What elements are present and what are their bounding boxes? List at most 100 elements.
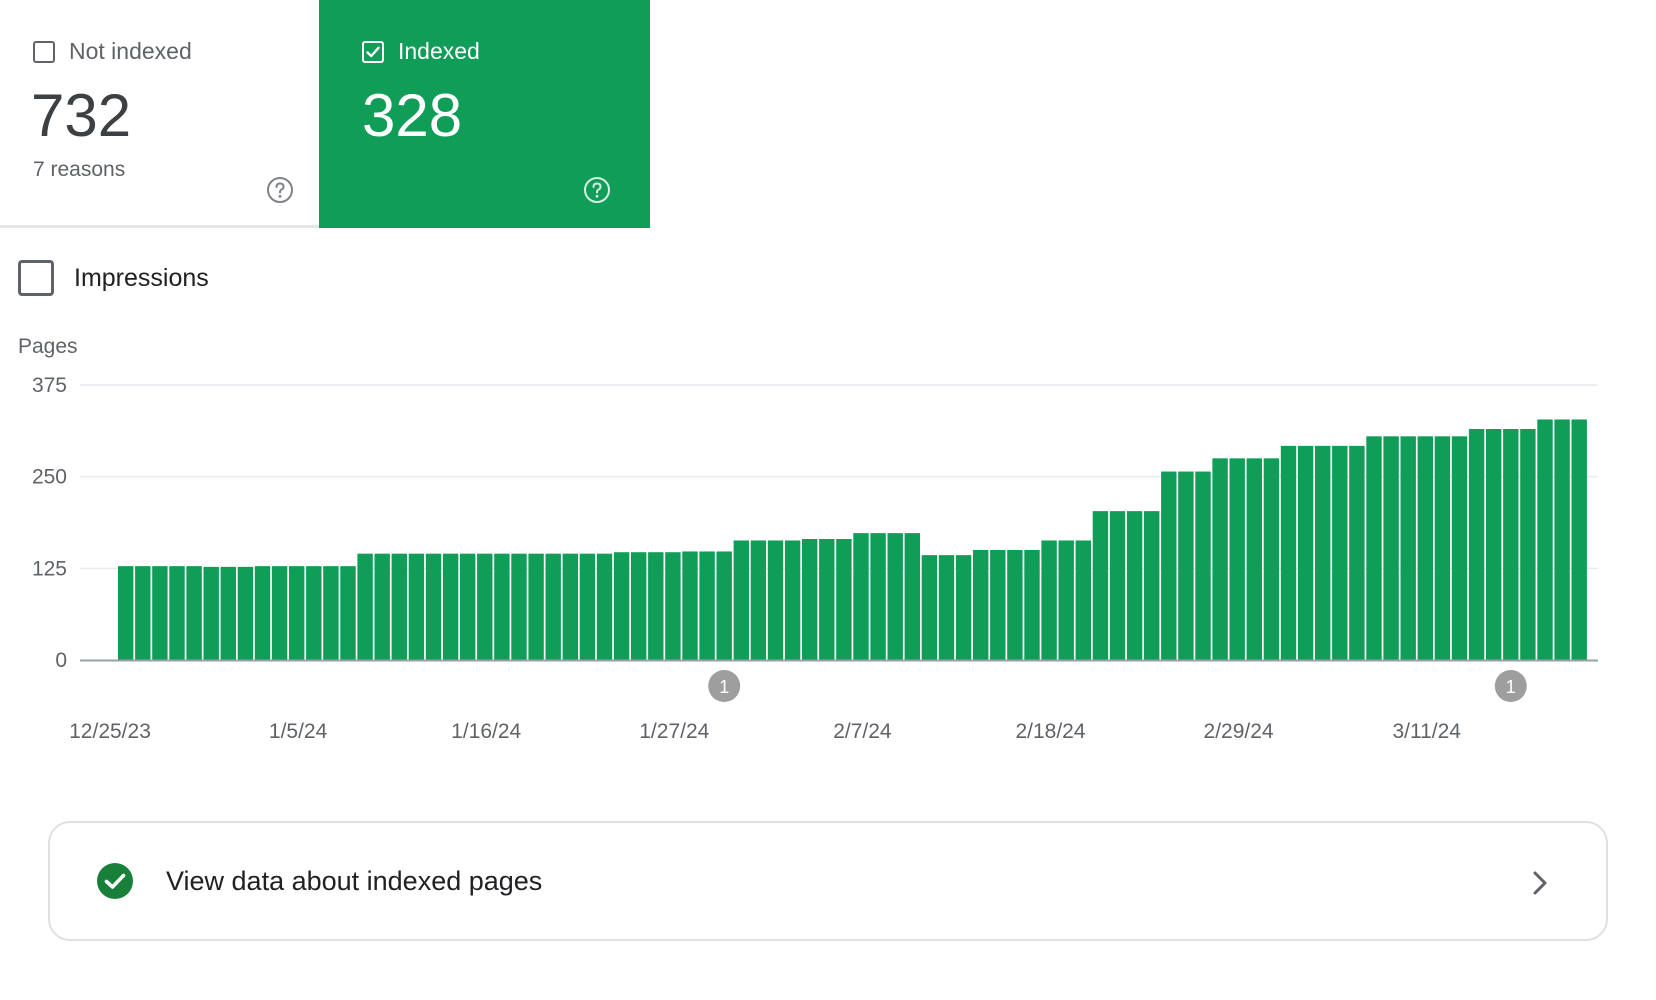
chart-bar[interactable] xyxy=(699,551,715,660)
chart-bar[interactable] xyxy=(1092,511,1109,660)
chart-bar[interactable] xyxy=(1417,436,1433,660)
chart-bar[interactable] xyxy=(237,566,254,660)
view-indexed-pages-link[interactable]: View data about indexed pages xyxy=(48,821,1608,941)
chart-bar[interactable] xyxy=(289,566,305,660)
chart-bar[interactable] xyxy=(904,533,920,660)
chart-bar[interactable] xyxy=(1383,436,1399,660)
chart-bar[interactable] xyxy=(921,555,938,660)
chart-bar[interactable] xyxy=(1349,445,1365,660)
chart-bar[interactable] xyxy=(665,552,681,660)
chart-bar[interactable] xyxy=(767,540,784,660)
chart-bar[interactable] xyxy=(648,552,664,660)
chart-bar[interactable] xyxy=(545,553,561,660)
chart-bar[interactable] xyxy=(118,566,134,660)
chart-bar[interactable] xyxy=(870,533,886,660)
chart-x-tick-label: 2/18/24 xyxy=(1015,720,1085,743)
chart-bar[interactable] xyxy=(853,533,869,660)
chart-bar[interactable] xyxy=(425,553,442,660)
chart-bar[interactable] xyxy=(955,555,972,660)
chart-bar[interactable] xyxy=(750,540,767,660)
chart-bar[interactable] xyxy=(682,551,698,660)
chart-bar[interactable] xyxy=(596,553,613,660)
chart-annotation-marker[interactable]: 1 xyxy=(708,670,741,702)
chart-bar[interactable] xyxy=(802,539,818,660)
chart-bar[interactable] xyxy=(494,553,510,660)
help-circle-icon[interactable] xyxy=(266,176,294,204)
chart-bar[interactable] xyxy=(135,566,151,660)
chart-bar[interactable] xyxy=(1315,445,1331,660)
chart-bar[interactable] xyxy=(1126,511,1143,660)
chart-bar[interactable] xyxy=(1263,458,1280,660)
impressions-checkbox[interactable] xyxy=(18,260,54,296)
chart-bar[interactable] xyxy=(1468,429,1485,660)
chart-bar[interactable] xyxy=(374,553,390,660)
chart-bar[interactable] xyxy=(1161,471,1177,660)
chart-bar[interactable] xyxy=(733,540,749,660)
chart-bar[interactable] xyxy=(1058,540,1074,660)
chart-bar[interactable] xyxy=(938,555,955,660)
chart-bar[interactable] xyxy=(1366,436,1382,660)
chart-bar[interactable] xyxy=(186,566,202,660)
chart-bar[interactable] xyxy=(169,566,185,660)
chart-bar[interactable] xyxy=(1041,540,1057,660)
chart-bar[interactable] xyxy=(1075,540,1091,660)
chart-bar[interactable] xyxy=(1212,458,1228,660)
chart-bar[interactable] xyxy=(271,566,288,660)
indexed-card[interactable]: Indexed 328 xyxy=(319,0,650,228)
not-indexed-checkbox[interactable] xyxy=(33,40,55,63)
indexed-checkbox[interactable] xyxy=(362,40,384,63)
chart-bar[interactable] xyxy=(442,553,459,660)
chart-bar[interactable] xyxy=(1024,550,1040,660)
chart-bar[interactable] xyxy=(887,533,903,660)
chart-bar[interactable] xyxy=(836,539,852,660)
chart-annotation-marker[interactable]: 1 xyxy=(1494,670,1527,702)
chart-bar[interactable] xyxy=(323,566,339,660)
chevron-right-icon[interactable] xyxy=(1530,869,1550,897)
chart-bar[interactable] xyxy=(784,540,801,660)
chart-bar[interactable] xyxy=(203,566,219,660)
chart-bar[interactable] xyxy=(1486,429,1502,660)
chart-bar[interactable] xyxy=(254,566,271,660)
chart-bar[interactable] xyxy=(1229,458,1245,660)
chart-bar[interactable] xyxy=(408,553,425,660)
chart-bar[interactable] xyxy=(1332,445,1348,660)
chart-bar[interactable] xyxy=(613,552,630,660)
chart-bar[interactable] xyxy=(152,566,168,660)
chart-bar[interactable] xyxy=(357,553,373,660)
chart-bar[interactable] xyxy=(562,553,578,660)
chart-bar[interactable] xyxy=(1178,471,1194,660)
chart-bar[interactable] xyxy=(1451,436,1468,660)
chart-bar[interactable] xyxy=(340,566,356,660)
chart-bar[interactable] xyxy=(1400,436,1416,660)
chart-bar[interactable] xyxy=(391,553,407,660)
chart-bar[interactable] xyxy=(1537,419,1553,660)
chart-bar[interactable] xyxy=(1195,471,1211,660)
chart-bar[interactable] xyxy=(973,550,989,660)
chart-bar[interactable] xyxy=(990,550,1006,660)
chart-bar[interactable] xyxy=(528,553,544,660)
chart-bar[interactable] xyxy=(220,566,236,660)
chart-bar[interactable] xyxy=(631,552,647,660)
chart-bar[interactable] xyxy=(1246,458,1262,660)
chart-bar[interactable] xyxy=(1434,436,1451,660)
chart-bar[interactable] xyxy=(511,553,527,660)
chart-bar[interactable] xyxy=(460,553,476,660)
help-circle-icon[interactable] xyxy=(583,176,611,204)
chart-bar[interactable] xyxy=(306,566,322,660)
chart-bar[interactable] xyxy=(716,551,732,660)
chart-bar[interactable] xyxy=(1554,419,1570,660)
chart-bar[interactable] xyxy=(1503,429,1519,660)
chart-bar[interactable] xyxy=(1520,429,1536,660)
chart-bar[interactable] xyxy=(819,539,835,660)
chart-bar[interactable] xyxy=(1297,445,1314,660)
chart-bar[interactable] xyxy=(477,553,493,660)
chart-bar[interactable] xyxy=(1109,511,1126,660)
chart-bar[interactable] xyxy=(579,553,596,660)
chart-bar[interactable] xyxy=(1007,550,1023,660)
chart-bar[interactable] xyxy=(1280,445,1297,660)
not-indexed-card[interactable]: Not indexed 732 7 reasons xyxy=(0,0,319,228)
chart-bar[interactable] xyxy=(1571,419,1587,660)
chart-bar[interactable] xyxy=(1144,511,1160,660)
impressions-toggle[interactable]: Impressions xyxy=(18,260,209,296)
